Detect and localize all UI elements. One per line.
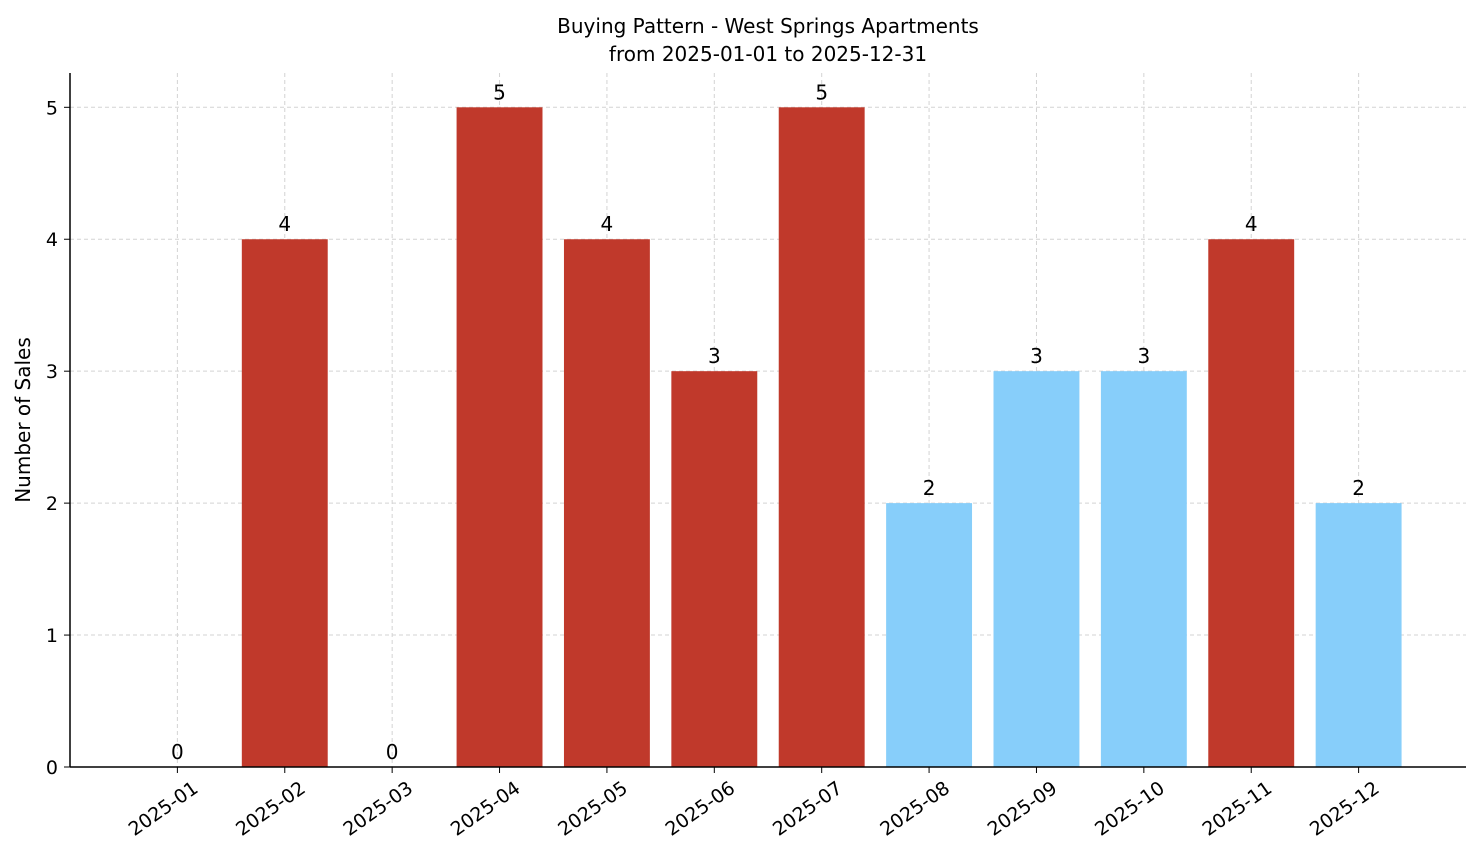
y-tick-label: 2 xyxy=(46,493,58,515)
value-label: 4 xyxy=(278,212,291,236)
value-label: 3 xyxy=(1137,344,1150,368)
value-label: 4 xyxy=(601,212,614,236)
x-tick-label: 2025-06 xyxy=(662,777,740,841)
value-label: 5 xyxy=(493,80,506,104)
bar xyxy=(1208,239,1295,767)
bar xyxy=(1315,503,1402,767)
y-tick-label: 1 xyxy=(46,625,58,647)
bar xyxy=(456,107,543,767)
x-tick-label: 2025-09 xyxy=(984,777,1062,841)
value-label: 4 xyxy=(1245,212,1258,236)
bar xyxy=(778,107,865,767)
x-tick-label: 2025-05 xyxy=(554,777,632,841)
chart-subtitle: from 2025-01-01 to 2025-12-31 xyxy=(609,42,927,66)
x-tick-label: 2025-04 xyxy=(447,777,525,841)
x-tick-label: 2025-11 xyxy=(1198,777,1276,841)
bar xyxy=(241,239,328,767)
value-label: 2 xyxy=(1352,476,1365,500)
value-label: 3 xyxy=(1030,344,1043,368)
bar xyxy=(563,239,650,767)
value-label: 2 xyxy=(923,476,936,500)
value-label: 0 xyxy=(171,740,184,764)
value-label: 3 xyxy=(708,344,721,368)
value-label: 0 xyxy=(386,740,399,764)
bar xyxy=(993,371,1080,767)
y-tick-label: 4 xyxy=(46,229,58,251)
x-tick-label: 2025-07 xyxy=(769,777,847,841)
x-tick-label: 2025-03 xyxy=(339,777,417,841)
value-label: 5 xyxy=(815,80,828,104)
x-tick-label: 2025-08 xyxy=(876,777,954,841)
bar xyxy=(671,371,758,767)
y-tick-label: 5 xyxy=(46,97,58,119)
y-axis-label: Number of Sales xyxy=(11,337,35,503)
bar xyxy=(886,503,973,767)
x-tick-label: 2025-10 xyxy=(1091,777,1169,841)
y-tick-label: 0 xyxy=(46,757,58,779)
bar xyxy=(1100,371,1187,767)
x-tick-label: 2025-01 xyxy=(125,777,203,841)
x-tick-label: 2025-12 xyxy=(1306,777,1384,841)
x-tick-label: 2025-02 xyxy=(232,777,310,841)
chart-title: Buying Pattern - West Springs Apartments xyxy=(557,14,979,38)
y-tick-label: 3 xyxy=(46,361,58,383)
